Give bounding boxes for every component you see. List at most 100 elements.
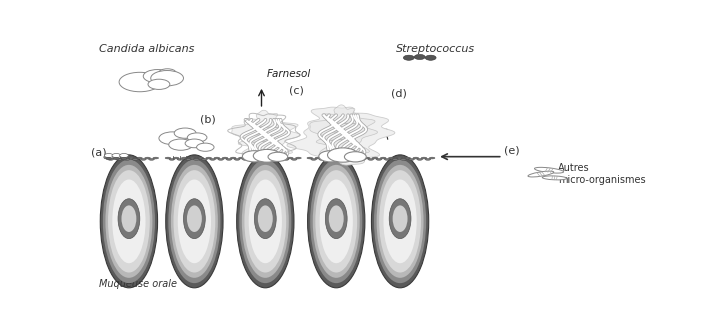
Ellipse shape [384, 158, 390, 160]
Circle shape [425, 55, 436, 60]
Ellipse shape [335, 158, 341, 160]
Ellipse shape [112, 157, 118, 159]
Ellipse shape [325, 199, 347, 239]
Ellipse shape [311, 158, 317, 160]
Ellipse shape [106, 165, 152, 278]
Circle shape [185, 139, 203, 148]
Ellipse shape [364, 157, 370, 159]
Ellipse shape [124, 158, 130, 160]
Circle shape [159, 132, 186, 145]
Ellipse shape [177, 158, 183, 160]
Ellipse shape [263, 157, 269, 159]
Ellipse shape [528, 171, 554, 177]
Text: Candida albicans: Candida albicans [99, 44, 194, 54]
Ellipse shape [327, 158, 333, 160]
Ellipse shape [128, 157, 134, 159]
Ellipse shape [194, 158, 199, 160]
Circle shape [319, 151, 343, 162]
Ellipse shape [323, 157, 329, 159]
Ellipse shape [118, 199, 140, 239]
Ellipse shape [413, 157, 419, 159]
Circle shape [242, 151, 266, 162]
Circle shape [121, 157, 127, 160]
Circle shape [187, 133, 207, 142]
Polygon shape [287, 107, 395, 165]
Ellipse shape [389, 157, 394, 159]
Ellipse shape [122, 206, 137, 232]
Ellipse shape [258, 158, 265, 160]
Ellipse shape [271, 157, 277, 159]
Ellipse shape [239, 157, 244, 159]
Ellipse shape [168, 160, 220, 283]
Ellipse shape [104, 157, 110, 159]
Ellipse shape [287, 157, 293, 159]
Ellipse shape [206, 157, 211, 159]
Ellipse shape [171, 165, 218, 278]
Ellipse shape [108, 170, 150, 273]
Ellipse shape [198, 157, 203, 159]
Ellipse shape [189, 157, 195, 159]
Ellipse shape [360, 158, 365, 160]
Ellipse shape [226, 158, 232, 160]
Ellipse shape [310, 160, 363, 283]
Ellipse shape [542, 176, 567, 180]
Ellipse shape [239, 160, 291, 283]
Ellipse shape [351, 158, 358, 160]
Ellipse shape [254, 199, 276, 239]
Ellipse shape [417, 158, 422, 160]
Ellipse shape [393, 206, 408, 232]
Ellipse shape [313, 165, 360, 278]
Ellipse shape [244, 170, 287, 273]
Ellipse shape [246, 157, 252, 159]
Ellipse shape [372, 155, 429, 288]
Ellipse shape [153, 157, 158, 159]
Ellipse shape [339, 157, 345, 159]
Text: (c): (c) [289, 86, 303, 96]
Ellipse shape [141, 158, 146, 160]
Text: (a): (a) [92, 147, 107, 157]
Circle shape [414, 54, 425, 59]
Ellipse shape [380, 157, 386, 159]
Ellipse shape [103, 160, 155, 283]
Ellipse shape [230, 157, 236, 159]
Ellipse shape [534, 167, 564, 173]
Ellipse shape [344, 158, 349, 160]
Ellipse shape [210, 158, 215, 160]
Ellipse shape [374, 160, 426, 283]
Ellipse shape [113, 180, 146, 263]
Ellipse shape [401, 158, 406, 160]
Ellipse shape [178, 180, 211, 263]
Circle shape [174, 128, 196, 138]
Ellipse shape [242, 165, 289, 278]
Ellipse shape [376, 158, 382, 160]
Circle shape [344, 152, 366, 162]
Ellipse shape [100, 155, 158, 288]
Ellipse shape [405, 157, 410, 159]
Ellipse shape [173, 170, 215, 273]
Circle shape [169, 139, 193, 150]
Ellipse shape [165, 155, 223, 288]
Circle shape [148, 79, 170, 89]
Ellipse shape [356, 157, 362, 159]
Ellipse shape [368, 158, 374, 160]
Circle shape [253, 149, 281, 162]
Ellipse shape [291, 158, 297, 160]
Text: QS: QS [328, 136, 343, 146]
Circle shape [158, 69, 176, 77]
Ellipse shape [384, 180, 417, 263]
Ellipse shape [308, 155, 365, 288]
Text: Streptococcus: Streptococcus [396, 44, 475, 54]
Ellipse shape [377, 165, 424, 278]
Ellipse shape [214, 157, 220, 159]
Circle shape [403, 55, 414, 60]
Text: (b): (b) [200, 114, 215, 124]
Ellipse shape [169, 158, 175, 160]
Polygon shape [310, 105, 377, 162]
Circle shape [151, 70, 184, 86]
Text: Farnesol: Farnesol [267, 69, 311, 79]
Ellipse shape [315, 170, 357, 273]
Ellipse shape [237, 155, 294, 288]
Ellipse shape [279, 157, 285, 159]
Ellipse shape [315, 157, 321, 159]
Ellipse shape [283, 158, 289, 160]
